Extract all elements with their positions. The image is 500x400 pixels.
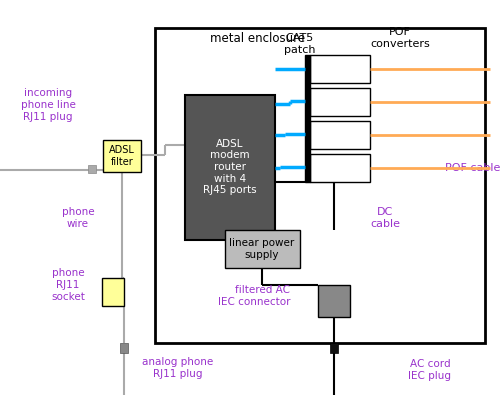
- Bar: [103, 140, 141, 172]
- Text: POF cable: POF cable: [445, 163, 500, 173]
- Text: POF
converters: POF converters: [370, 27, 430, 49]
- Text: phone
RJ11
socket: phone RJ11 socket: [51, 268, 85, 302]
- Bar: [102, 278, 124, 306]
- Text: DC
cable: DC cable: [370, 207, 400, 229]
- Bar: [310, 55, 370, 83]
- Bar: [330, 343, 338, 353]
- Bar: [310, 154, 370, 182]
- Bar: [310, 121, 370, 149]
- Text: AC cord
IEC plug: AC cord IEC plug: [408, 359, 452, 381]
- Text: ADSL
modem
router
with 4
RJ45 ports: ADSL modem router with 4 RJ45 ports: [203, 139, 257, 195]
- Text: analog phone
RJ11 plug: analog phone RJ11 plug: [142, 357, 214, 379]
- Text: incoming
phone line
RJ11 plug: incoming phone line RJ11 plug: [20, 88, 76, 122]
- Bar: [120, 343, 128, 353]
- Bar: [185, 95, 275, 240]
- Bar: [225, 230, 300, 268]
- Bar: [305, 55, 310, 182]
- Bar: [310, 88, 370, 116]
- Text: metal enclosure: metal enclosure: [210, 32, 305, 44]
- Text: ADSL
filter: ADSL filter: [109, 145, 135, 167]
- Bar: [155, 28, 485, 343]
- Text: CAT5
patch: CAT5 patch: [284, 33, 316, 55]
- Text: phone
wire: phone wire: [62, 207, 94, 229]
- Text: linear power
supply: linear power supply: [230, 238, 294, 260]
- Bar: [318, 285, 350, 317]
- Bar: [88, 165, 96, 173]
- Text: filtered AC
IEC connector: filtered AC IEC connector: [218, 285, 290, 307]
